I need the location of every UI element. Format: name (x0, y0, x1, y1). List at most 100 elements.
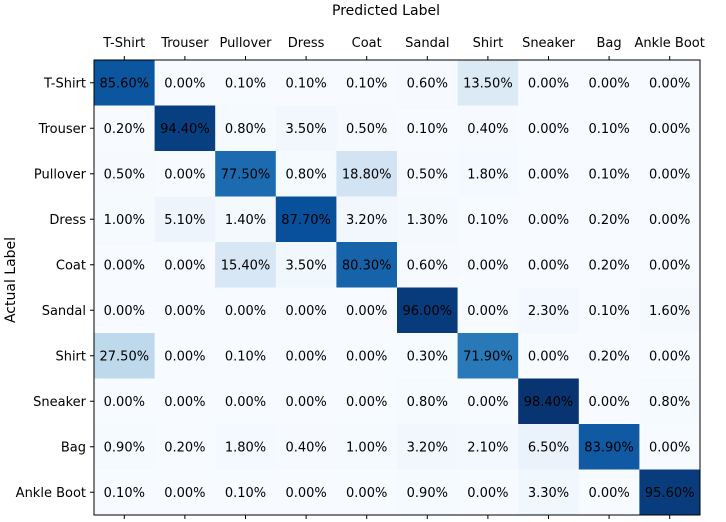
cell-value-label: 0.10% (588, 304, 629, 319)
heatmap-cell (578, 424, 640, 470)
heatmap-cell (275, 378, 337, 425)
heatmap-cell (215, 151, 277, 197)
heatmap-cell (275, 333, 337, 379)
heatmap-cell (578, 242, 640, 288)
x-tick-label: Trouser (160, 36, 209, 51)
cell-value-label: 6.50% (528, 440, 569, 455)
heatmap-cell (215, 105, 277, 152)
cell-value-label: 95.60% (645, 486, 695, 501)
heatmap-cell (518, 287, 580, 334)
heatmap-cell (457, 105, 519, 152)
cell-value-label: 0.10% (104, 486, 145, 501)
cell-value-label: 0.00% (285, 395, 326, 410)
cell-value-label: 3.20% (407, 440, 448, 455)
heatmap-cell (518, 60, 580, 106)
heatmap-cell (94, 196, 156, 243)
heatmap-cell (215, 333, 277, 379)
cell-value-label: 0.00% (467, 258, 508, 273)
heatmap-cell (457, 151, 519, 197)
heatmap-cell (154, 333, 216, 379)
cell-value-label: 0.00% (164, 395, 205, 410)
heatmap-cell (639, 424, 701, 470)
y-tick-label: Sandal (42, 304, 86, 319)
heatmap-cell (154, 424, 216, 470)
heatmap-cell (336, 287, 398, 334)
heatmap-cell (94, 469, 156, 516)
heatmap-cell (518, 196, 580, 243)
cell-value-label: 0.00% (164, 76, 205, 91)
heatmap-cell (215, 424, 277, 470)
cell-value-label: 0.20% (588, 349, 629, 364)
heatmap-cell (154, 469, 216, 516)
heatmap-cell (336, 333, 398, 379)
cell-value-label: 3.50% (285, 258, 326, 273)
heatmap-cell (397, 424, 459, 470)
cell-value-label: 0.60% (407, 76, 448, 91)
heatmap-cell (94, 242, 156, 288)
heatmap-cell (275, 196, 337, 243)
cell-value-label: 0.00% (285, 349, 326, 364)
cell-value-label: 0.50% (407, 167, 448, 182)
cell-value-label: 0.00% (649, 213, 690, 228)
heatmap-cell (94, 378, 156, 425)
cell-value-label: 0.80% (225, 122, 266, 137)
cell-value-label: 0.00% (588, 395, 629, 410)
cell-value-label: 3.30% (528, 486, 569, 501)
heatmap-cell (336, 151, 398, 197)
heatmap-cell (94, 105, 156, 152)
cell-value-label: 71.90% (463, 349, 513, 364)
heatmap-cell (578, 287, 640, 334)
heatmap-cell (578, 60, 640, 106)
x-tick-labels: T-Shirt Trouser Pullover Dress Coat Sandal Shi… (102, 36, 705, 60)
heatmap-cell (397, 333, 459, 379)
cell-value-label: 0.00% (467, 395, 508, 410)
cell-value-label: 0.10% (225, 486, 266, 501)
heatmap-cell (154, 151, 216, 197)
y-tick-labels: T-Shirt Trouser Pullover Dress Coat Sandal Shi… (16, 76, 94, 501)
heatmap-cell (397, 469, 459, 516)
cell-value-label: 15.40% (221, 258, 271, 273)
heatmap-cell (457, 424, 519, 470)
heatmap-cell (336, 378, 398, 425)
cell-value-label: 0.90% (407, 486, 448, 501)
plot-frame (93, 59, 701, 516)
cell-value-label: 0.00% (225, 395, 266, 410)
cell-value-label: 0.10% (588, 167, 629, 182)
heatmap-cell-labels: 85.60% 0.00% 0.10% 0.10% 0.10% 0.60% 13.50% 0.0… (100, 76, 695, 501)
y-tick-label: T-Shirt (43, 76, 86, 91)
heatmap-cell (275, 60, 337, 106)
cell-value-label: 80.30% (342, 258, 392, 273)
cell-value-label: 0.00% (104, 258, 145, 273)
heatmap-cell (154, 378, 216, 425)
heatmap-cell (578, 469, 640, 516)
cell-value-label: 0.20% (588, 258, 629, 273)
cell-value-label: 87.70% (281, 213, 331, 228)
cell-value-label: 0.20% (588, 213, 629, 228)
cell-value-label: 0.60% (407, 258, 448, 273)
heatmap-cell (457, 378, 519, 425)
cell-value-label: 0.00% (164, 304, 205, 319)
cell-value-label: 18.80% (342, 167, 392, 182)
y-axis-label: Actual Label (3, 237, 19, 323)
heatmap-cell (154, 105, 216, 152)
y-tick-label: Sneaker (33, 395, 87, 410)
x-tick-label: Dress (288, 36, 325, 51)
cell-value-label: 0.00% (528, 122, 569, 137)
cell-value-label: 0.00% (649, 122, 690, 137)
heatmap-cell (215, 287, 277, 334)
cell-value-label: 5.10% (164, 213, 205, 228)
cell-value-label: 0.00% (346, 486, 387, 501)
cell-value-label: 0.00% (285, 304, 326, 319)
cell-value-label: 0.00% (346, 304, 387, 319)
heatmap-cell (94, 424, 156, 470)
cell-value-label: 1.00% (346, 440, 387, 455)
heatmap-cell (397, 105, 459, 152)
heatmap-cell (518, 105, 580, 152)
cell-value-label: 0.00% (164, 349, 205, 364)
heatmap-cell (154, 287, 216, 334)
heatmap-cell (518, 333, 580, 379)
cell-value-label: 83.90% (584, 440, 634, 455)
heatmap-cell (639, 469, 701, 516)
heatmap-cell (578, 196, 640, 243)
cell-value-label: 1.30% (407, 213, 448, 228)
